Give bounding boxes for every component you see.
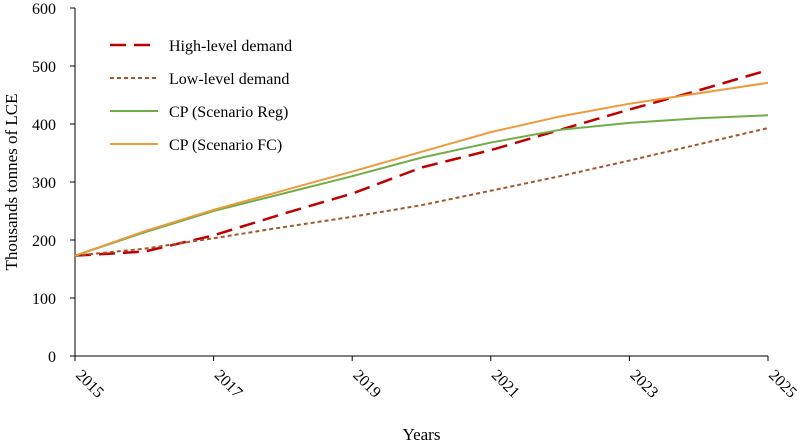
tick-labels: 0 100 200 300 400 500 600 2015 2017 2019 2021 2023 2… [32, 1, 800, 401]
legend-label-3: CP (Scenario Reg) [169, 104, 288, 121]
series-line-3 [74, 114, 769, 257]
legend: High-level demand Low-level demand CP (Sce… [110, 38, 292, 154]
series-line-4 [74, 81, 769, 257]
x-tick-label: 2015 [72, 367, 107, 402]
legend-label-1: High-level demand [169, 38, 292, 55]
y-tick-label: 100 [32, 291, 56, 308]
x-axis-title: Years [403, 425, 441, 444]
y-tick-label: 300 [32, 175, 56, 192]
x-tick-label: 2019 [349, 367, 384, 402]
y-tick-label: 500 [32, 59, 56, 76]
y-tick-label: 200 [32, 233, 56, 250]
legend-label-4: CP (Scenario FC) [169, 137, 282, 154]
x-tick-label: 2017 [211, 367, 246, 402]
x-tick-label: 2025 [765, 367, 800, 402]
series-line-2 [74, 127, 769, 257]
x-tick-label: 2021 [488, 367, 523, 402]
axes [70, 7, 769, 361]
legend-label-2: Low-level demand [169, 71, 289, 88]
y-axis-title: Thousands tonnes of LCE [2, 93, 21, 270]
x-tick-label: 2023 [627, 367, 662, 402]
y-tick-label: 400 [32, 117, 56, 134]
y-tick-label: 0 [48, 349, 56, 366]
y-tick-label: 600 [32, 1, 56, 18]
series-lines [74, 68, 769, 257]
